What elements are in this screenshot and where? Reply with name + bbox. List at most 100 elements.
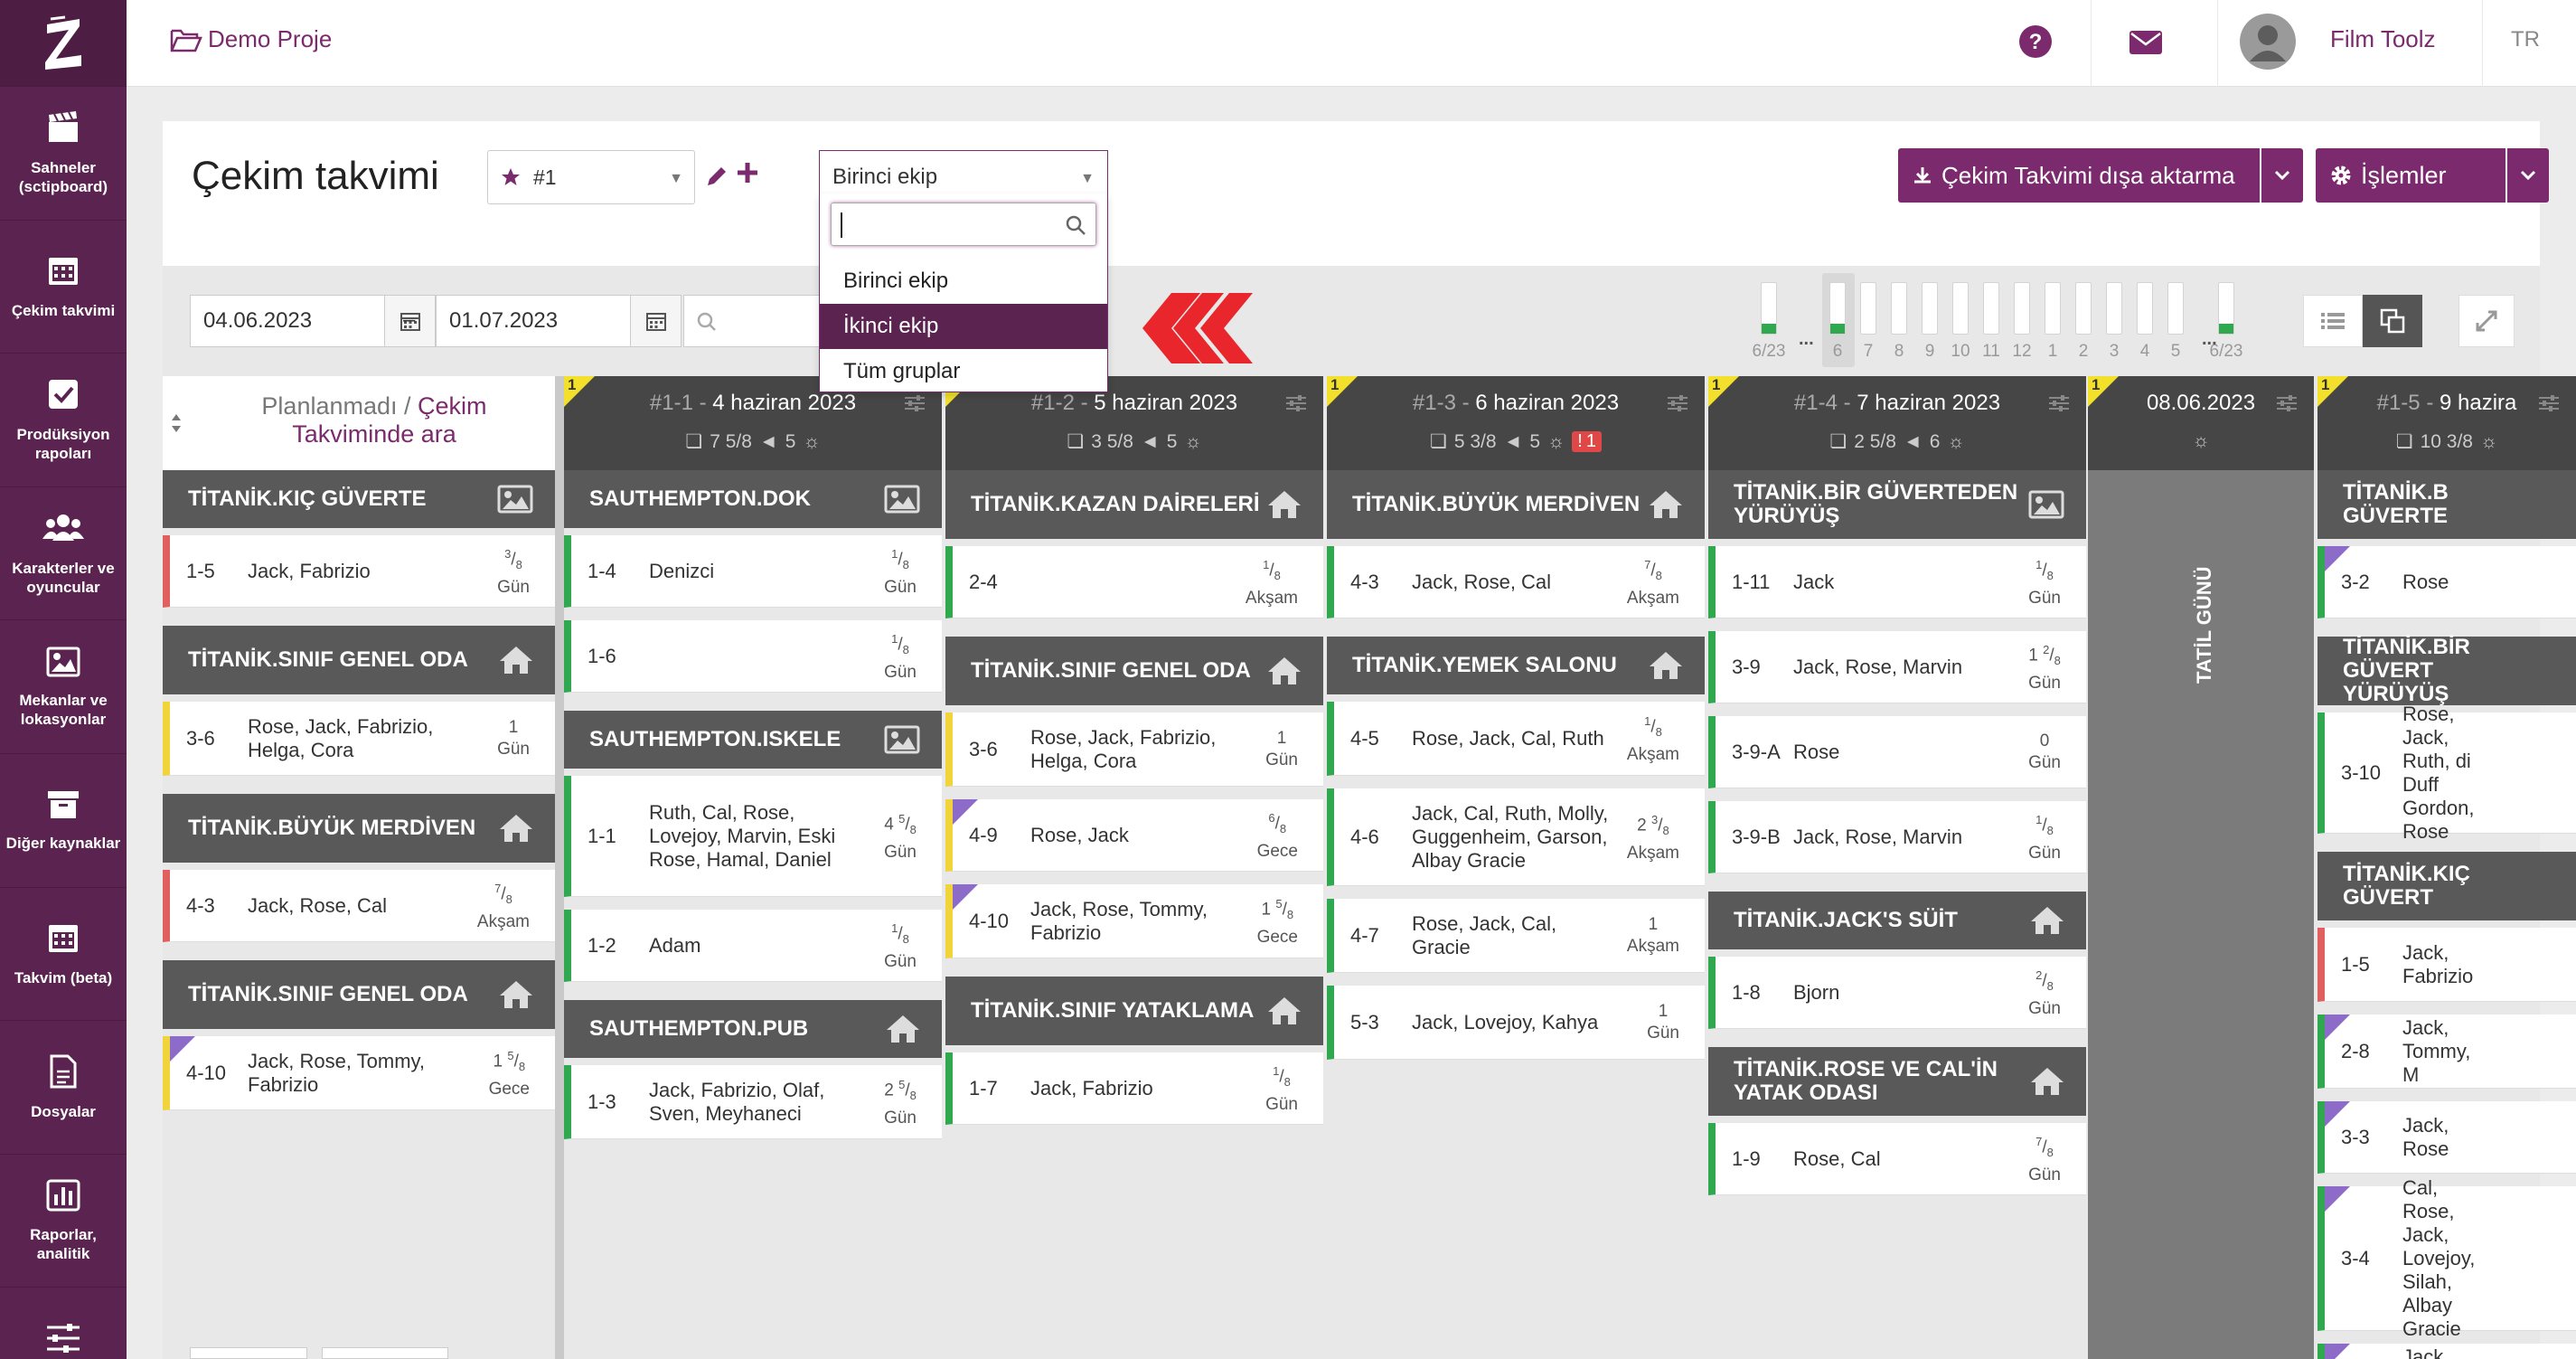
scene-card[interactable]: 3-2 Rose [2317,546,2576,618]
app-logo[interactable] [0,0,127,87]
mini-timeline-bar[interactable] [2075,282,2092,335]
scene-card[interactable]: 4-6 Jack, Cal, Ruth, Molly, Guggenheim, G… [1327,788,1705,886]
scene-card[interactable]: 3-4 Cal, Rose, Jack, Lovejoy, Silah, Alba… [2317,1176,2576,1340]
scene-card[interactable]: 1-8 Bjorn 2/8 Gün [1708,957,2086,1029]
sort-icon[interactable] [170,412,183,434]
scene-card[interactable]: 1-11 Jack 1/8 Gün [1708,546,2086,618]
scene-card[interactable]: 3-3 Jack, Rose [2317,1101,2576,1174]
scene-card[interactable]: 3-6 Rose, Jack, Fabrizio, Helga, Cora 1 Gün [945,713,1323,787]
scene-card[interactable]: 1-7 Jack, Fabrizio 1/8 Gün [945,1052,1323,1125]
date-from-picker-button[interactable] [384,296,435,346]
list-view-button[interactable] [2303,295,2363,347]
mini-timeline-bar[interactable] [2014,282,2030,335]
language-switch[interactable]: TR [2511,27,2540,52]
scene-card[interactable]: 1-6 1/8 Gün [564,620,942,693]
mini-timeline-bar[interactable] [1983,282,1999,335]
sidebar-item-other-resources[interactable]: Diğer kaynaklar [0,754,127,888]
add-version-button[interactable] [736,161,759,184]
scene-card[interactable]: 4-9 Rose, Jack 6/8 Gece [945,799,1323,872]
sidebar-item-reports[interactable]: Raporlar, analitik [0,1155,127,1288]
operations-dropdown-button[interactable] [2507,148,2549,203]
edit-version-button[interactable] [705,165,729,188]
scene-card[interactable]: 3-9 Jack, Rose, Marvin 1 2/8 Gün [1708,631,2086,703]
scene-card[interactable]: 3-10 Rose, Jack, Ruth, di Duff Gordon, Ro… [2317,703,2576,843]
scene-card[interactable]: 4-10 Jack, Rose, Tommy, Fabrizio 1 5/8 Gece [945,884,1323,958]
set-header: TİTANİK.BİR GÜVERT YÜRÜYÜŞ [2317,636,2576,706]
day-title[interactable]: #1-2 - 5 haziran 2023 [945,391,1323,416]
sidebar-item-locations[interactable]: Mekanlar ve lokasyonlar [0,620,127,754]
version-select[interactable]: #1 ▼ [487,150,695,204]
scene-card[interactable]: 2-4 1/8 Akşam [945,546,1323,618]
day-settings-button[interactable] [2048,394,2070,412]
date-to-picker-button[interactable] [630,296,681,346]
sidebar-item-calendar-beta[interactable]: Takvim (beta) [0,888,127,1022]
sidebar-item-characters[interactable]: Karakterler ve oyuncular [0,487,127,621]
scene-card[interactable]: 3-6 Rose, Jack, Fabrizio, Helga, Cora 1 Gün [163,702,555,776]
sidebar-item-files[interactable]: Dosyalar [0,1021,127,1155]
day-title[interactable]: 08.06.2023 [2088,391,2314,416]
scene-card[interactable]: 1-2 Adam 1/8 Gün [564,910,942,982]
unplanned-title[interactable]: Planlanmadı / Çekim Takviminde ara [261,392,487,448]
avatar[interactable] [2239,13,2297,71]
messages-button[interactable] [2128,29,2164,56]
mini-timeline-bar[interactable] [1829,282,1846,335]
project-link[interactable]: Demo Proje [170,25,332,53]
dropdown-option[interactable]: Tüm gruplar [843,359,961,383]
scene-card[interactable]: 4-7 Rose, Jack, Cal, Gracie 1 Akşam [1327,899,1705,973]
day-settings-button[interactable] [1667,394,1688,412]
export-dropdown-button[interactable] [2261,148,2303,203]
dropdown-option-selected[interactable]: İkinci ekip [820,304,1107,349]
user-name[interactable]: Film Toolz [2330,25,2436,52]
scene-card[interactable]: 4-3 Jack, Rose, Cal 7/8 Akşam [1327,546,1705,618]
export-schedule-button[interactable]: Çekim Takvimi dışa aktarma [1898,148,2260,203]
mini-timeline-bar[interactable] [2167,282,2184,335]
mini-timeline-bar[interactable] [2045,282,2061,335]
scene-card[interactable]: 1-9 Rose, Cal 7/8 Gün [1708,1123,2086,1195]
scene-card[interactable]: 4-10 Jack, Rose, Tommy, Fabrizio 1 5/8 Gece [163,1036,555,1110]
fullscreen-button[interactable] [2458,295,2515,347]
dropdown-search-input[interactable] [831,203,1096,246]
day-settings-button[interactable] [2538,394,2560,412]
scene-card[interactable]: 4-3 Jack, Rose, Cal 7/8 Akşam [163,870,555,942]
mini-timeline-bar[interactable] [2218,282,2234,335]
board-view-button[interactable] [2363,295,2422,347]
mini-timeline-bar[interactable] [2137,282,2153,335]
scene-card[interactable]: 1-5 Jack, Fabrizio 3/8 Gün [163,535,555,608]
scene-card[interactable]: 2-8 Jack, Tommy, M [2317,1015,2576,1089]
sidebar-item-production-reports[interactable]: Prodüksiyon rapoları [0,354,127,487]
dropdown-option[interactable]: Birinci ekip [843,269,949,293]
sidebar-item-shooting-schedule[interactable]: Çekim takvimi [0,221,127,354]
date-from-field[interactable]: 04.06.2023 [190,295,436,347]
scene-card[interactable]: 1-4 Denizci 1/8 Gün [564,535,942,608]
scene-card[interactable]: 3-9-B Jack, Rose, Marvin 1/8 Gün [1708,801,2086,873]
mini-timeline-label: 9 [1924,342,1935,361]
day-title[interactable]: #1-4 - 7 haziran 2023 [1708,391,2086,416]
mini-timeline-bar[interactable] [1922,282,1938,335]
day-title[interactable]: #1-5 - 9 hazira [2317,391,2576,416]
day-title[interactable]: #1-1 - 4 haziran 2023 [564,391,942,416]
board-search-input[interactable] [683,295,828,347]
mini-timeline-bar[interactable] [1761,282,1777,335]
mini-timeline-bar[interactable] [2106,282,2122,335]
scene-card[interactable]: 3-9-A Rose 0 Gün [1708,716,2086,788]
scene-card[interactable]: 1-3 Jack, Fabrizio, Olaf, Sven, Meyhaneci… [564,1065,942,1139]
day-title[interactable]: #1-3 - 6 haziran 2023 [1327,391,1705,416]
mini-timeline-bar[interactable] [1891,282,1907,335]
board-footer-tab[interactable] [322,1347,448,1359]
sidebar-item-settings[interactable] [0,1288,127,1359]
scene-card[interactable]: 1-5 Jack, Fabrizio [2317,928,2576,1002]
date-to-field[interactable]: 01.07.2023 [436,295,682,347]
day-settings-button[interactable] [1285,394,1307,412]
day-settings-button[interactable] [904,394,926,412]
board-footer-tab[interactable] [190,1347,307,1359]
scene-card[interactable]: 5-3 Jack, Lovejoy, Kahya 1 Gün [1327,986,1705,1060]
day-settings-button[interactable] [2276,394,2298,412]
help-button[interactable]: ? [2017,24,2054,60]
mini-timeline-bar[interactable] [1952,282,1969,335]
mini-timeline-bar[interactable] [1860,282,1876,335]
scene-card[interactable]: 1-1 Ruth, Cal, Rose, Lovejoy, Marvin, Esk… [564,776,942,897]
sidebar-item-scenes[interactable]: Sahneler (sctipboard) [0,87,127,221]
operations-button[interactable]: İşlemler [2316,148,2505,203]
scene-card[interactable]: 4-5 Rose, Jack, Cal, Ruth 1/8 Akşam [1327,702,1705,776]
